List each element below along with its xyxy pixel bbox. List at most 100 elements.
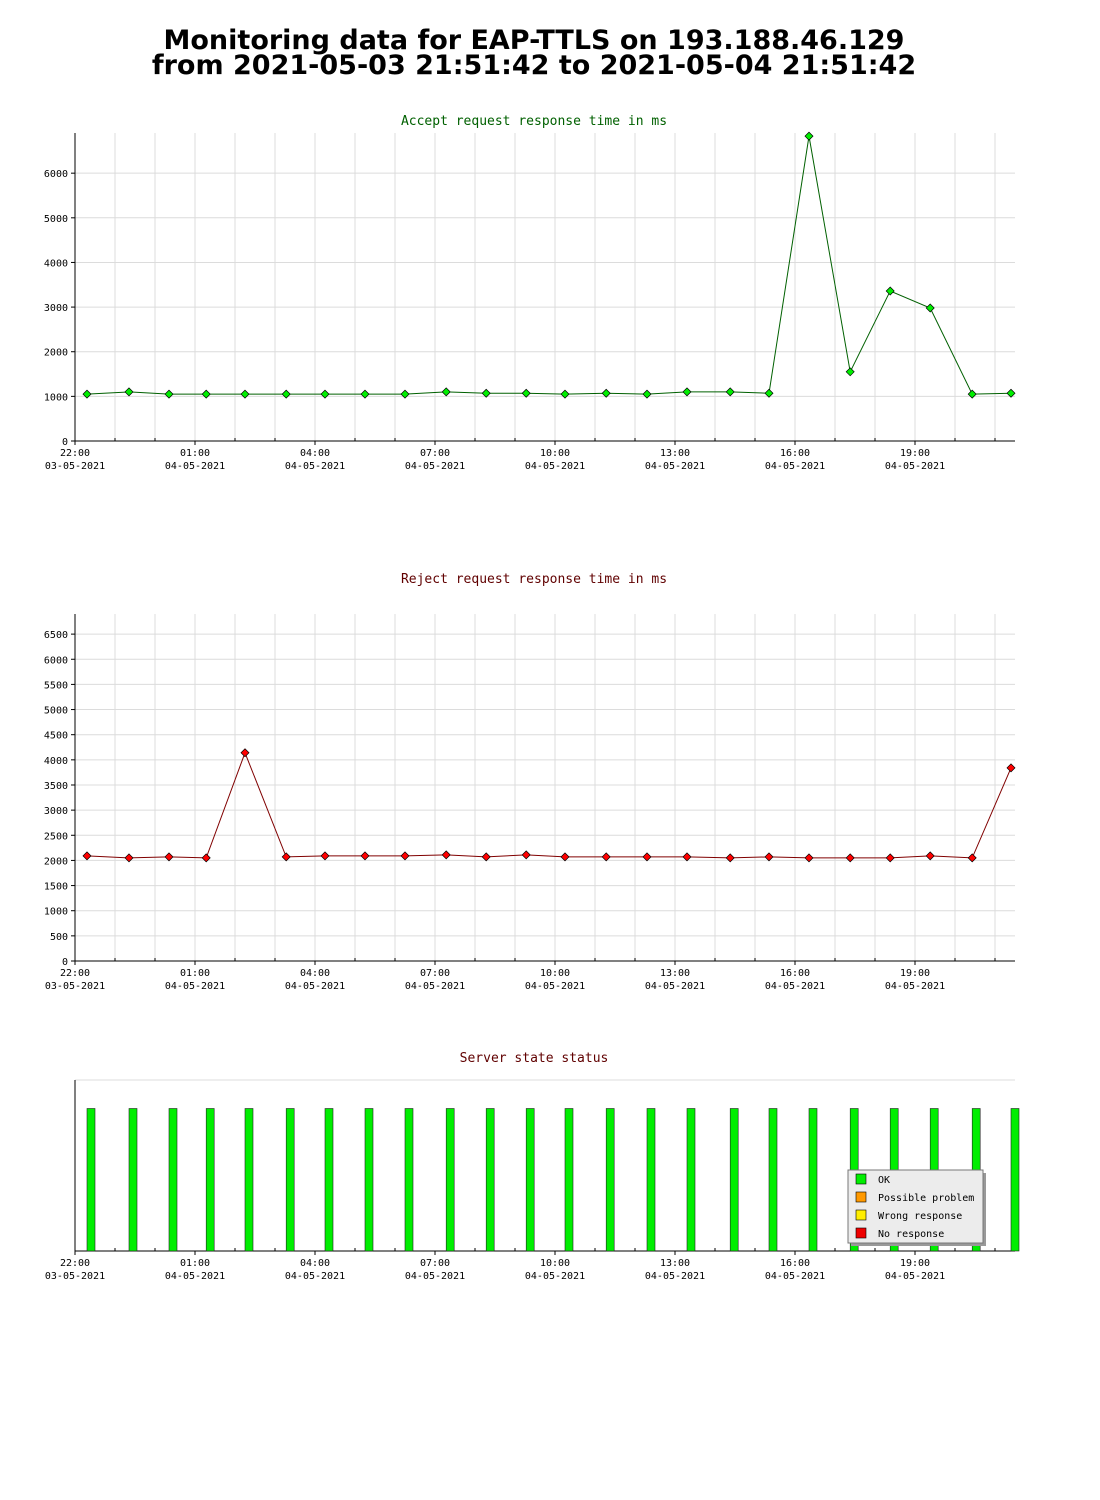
chart-title: Accept request response time in ms: [401, 114, 667, 129]
data-point: [124, 853, 134, 863]
status-bar: [128, 1108, 138, 1252]
data-point: [281, 852, 291, 862]
status-bar: [244, 1108, 254, 1252]
y-tick-label: 3000: [44, 806, 68, 817]
chart-title: Reject request response time in ms: [401, 572, 667, 587]
data-point: [601, 388, 611, 398]
status-bar: [729, 1108, 739, 1252]
x-tick-label: 10:00 04-05-2021: [525, 448, 585, 472]
y-tick-label: 6000: [44, 655, 68, 666]
data-point: [967, 853, 977, 863]
y-tick-label: 4000: [44, 756, 68, 767]
data-point: [845, 853, 855, 863]
data-point: [925, 303, 935, 313]
data-point: [521, 850, 531, 860]
y-tick-label: 6500: [44, 630, 68, 641]
data-point: [885, 853, 895, 863]
y-tick-label: 4500: [44, 731, 68, 742]
legend-swatch: [855, 1209, 867, 1221]
y-tick-label: 0: [62, 437, 68, 448]
y-tick-label: 1000: [44, 392, 68, 403]
status-bar: [445, 1108, 455, 1252]
data-point: [201, 389, 211, 399]
status-bar: [808, 1108, 818, 1252]
data-point: [764, 388, 774, 398]
data-point: [804, 131, 814, 141]
legend-label: Wrong response: [878, 1211, 962, 1222]
status-bar: [646, 1108, 656, 1252]
x-tick-label: 01:00 04-05-2021: [165, 448, 225, 472]
x-tick-label: 04:00 04-05-2021: [285, 448, 345, 472]
data-point: [320, 851, 330, 861]
x-tick-label: 16:00 04-05-2021: [765, 1258, 825, 1282]
status-bar: [485, 1108, 495, 1252]
data-point: [360, 389, 370, 399]
x-tick-label: 22:00 03-05-2021: [45, 1258, 105, 1282]
x-tick-label: 10:00 04-05-2021: [525, 968, 585, 992]
data-point: [281, 389, 291, 399]
y-tick-label: 3000: [44, 303, 68, 314]
x-tick-label: 07:00 04-05-2021: [405, 968, 465, 992]
y-tick-label: 5000: [44, 706, 68, 717]
legend-swatch: [855, 1173, 867, 1185]
data-point: [642, 389, 652, 399]
data-point: [441, 387, 451, 397]
legend-swatch: [855, 1227, 867, 1239]
legend-label: No response: [878, 1229, 944, 1240]
status-bar: [525, 1108, 535, 1252]
status-bar: [1010, 1108, 1020, 1252]
x-tick-label: 04:00 04-05-2021: [285, 1258, 345, 1282]
data-point: [967, 389, 977, 399]
data-point: [601, 852, 611, 862]
status-bar: [168, 1108, 178, 1252]
status-bar: [404, 1108, 414, 1252]
data-point: [682, 852, 692, 862]
data-point: [164, 389, 174, 399]
x-tick-label: 13:00 04-05-2021: [645, 1258, 705, 1282]
data-point: [400, 389, 410, 399]
data-point: [124, 387, 134, 397]
x-tick-label: 04:00 04-05-2021: [285, 968, 345, 992]
status-bar: [324, 1108, 334, 1252]
page-subtitle: from 2021-05-03 21:51:42 to 2021-05-04 2…: [152, 50, 916, 81]
status-bar: [86, 1108, 96, 1252]
status-bar: [205, 1108, 215, 1252]
status-bar: [686, 1108, 696, 1252]
y-tick-label: 6000: [44, 169, 68, 180]
data-point: [481, 852, 491, 862]
y-tick-label: 1500: [44, 882, 68, 893]
data-point: [845, 367, 855, 377]
data-point: [885, 286, 895, 296]
y-tick-label: 2000: [44, 348, 68, 359]
legend-label: OK: [878, 1175, 890, 1186]
data-point: [560, 852, 570, 862]
x-tick-label: 22:00 03-05-2021: [45, 968, 105, 992]
legend-box: [847, 1169, 984, 1244]
data-point: [804, 853, 814, 863]
x-tick-label: 01:00 04-05-2021: [165, 1258, 225, 1282]
y-tick-label: 5500: [44, 680, 68, 691]
x-tick-label: 01:00 04-05-2021: [165, 968, 225, 992]
data-point: [481, 388, 491, 398]
data-point: [560, 389, 570, 399]
x-tick-label: 16:00 04-05-2021: [765, 448, 825, 472]
legend-swatch: [855, 1191, 867, 1203]
data-point: [201, 853, 211, 863]
data-point: [82, 389, 92, 399]
data-point: [240, 389, 250, 399]
y-tick-label: 2500: [44, 831, 68, 842]
data-point: [164, 852, 174, 862]
x-tick-label: 13:00 04-05-2021: [645, 968, 705, 992]
data-point: [725, 387, 735, 397]
y-tick-label: 1000: [44, 907, 68, 918]
data-point: [400, 851, 410, 861]
data-point: [642, 852, 652, 862]
legend-label: Possible problem: [878, 1193, 974, 1204]
y-tick-label: 2000: [44, 856, 68, 867]
data-point: [1006, 763, 1016, 773]
data-line: [86, 136, 1012, 395]
x-tick-label: 22:00 03-05-2021: [45, 448, 105, 472]
status-bar: [605, 1108, 615, 1252]
